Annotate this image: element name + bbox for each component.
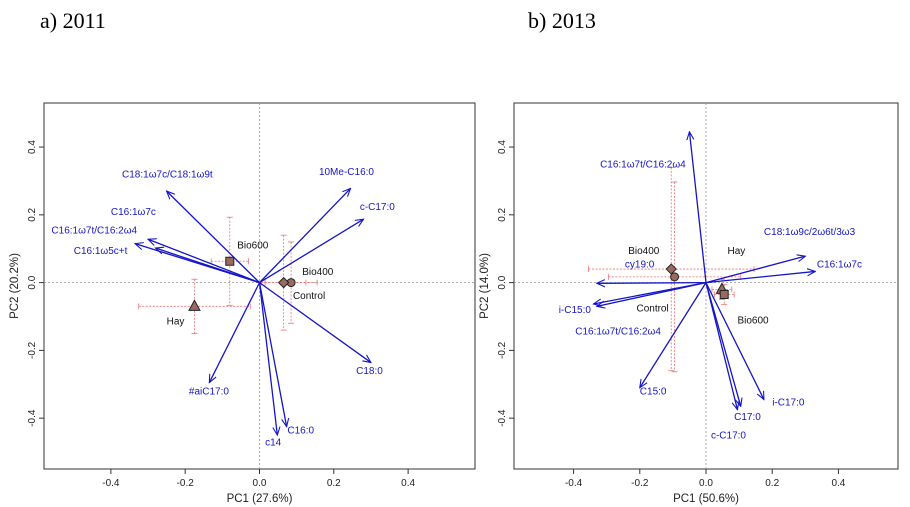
treatment-label: Bio400 (302, 267, 334, 278)
y-tick-label: 0.2 (27, 207, 38, 221)
x-tick-label: 0.2 (327, 478, 341, 489)
loading-vector (209, 282, 261, 383)
vector-label: C16:1ω5c+t (74, 246, 128, 257)
loading-vector (259, 219, 364, 284)
vector-label: c14 (265, 437, 282, 448)
treatment-marker (225, 256, 235, 266)
y-tick-label: 0.0 (27, 275, 38, 289)
treatment-marker (277, 276, 290, 289)
vector-label: C18:0 (356, 366, 383, 377)
loading-vector (148, 239, 260, 284)
vector-label: C16:1ω7c (111, 207, 156, 218)
vector-label: C16:1ω7t/C16:2ω4 (51, 225, 137, 236)
x-tick-label: 0.4 (401, 478, 415, 489)
y-axis-label: PC2 (20.2%) (9, 253, 21, 319)
vector-label: C16:0 (287, 425, 314, 436)
y-tick-label: -0.2 (27, 341, 38, 359)
loading-vector (258, 282, 278, 436)
x-tick-label: 0.0 (253, 478, 267, 489)
treatment-marker (188, 299, 201, 311)
vector-label: #aiC17:0 (189, 386, 229, 397)
treatment-label: Hay (167, 316, 185, 327)
loading-vector (155, 248, 260, 284)
loading-vector (258, 282, 287, 427)
x-tick-label: -0.2 (177, 478, 195, 489)
treatment-label: Control (293, 291, 325, 302)
panel-a-title: a) 2011 (40, 8, 106, 33)
loading-vector (259, 188, 351, 284)
vector-label: c-C17:0 (360, 202, 395, 213)
x-axis-label: PC1 (27.6%) (227, 493, 293, 505)
y-tick-label: 0.4 (27, 140, 38, 154)
loading-vector (259, 282, 371, 363)
vector-label: C18:1ω7c/C18:1ω9t (122, 170, 213, 181)
loading-vector (167, 191, 260, 284)
treatment-label: Bio600 (237, 241, 269, 252)
y-tick-label: -0.4 (27, 409, 38, 427)
vector-label: 10Me-C16:0 (319, 167, 374, 178)
panel-b-title: b) 2013 (528, 8, 596, 33)
x-tick-label: -0.4 (102, 478, 120, 489)
